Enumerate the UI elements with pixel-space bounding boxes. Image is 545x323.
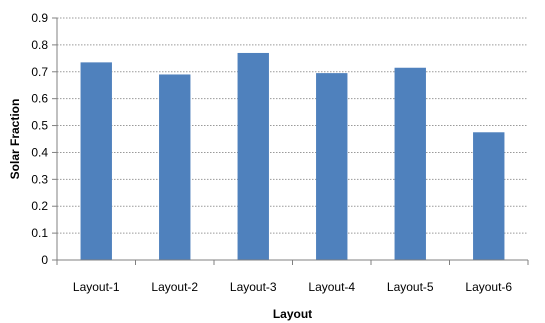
x-tick-label: Layout-6 (465, 280, 512, 294)
y-tick-label: 0.6 (31, 92, 48, 106)
y-tick-label: 0.2 (31, 199, 48, 213)
y-tick-label: 0.3 (31, 172, 48, 186)
y-tick-label: 0 (41, 253, 48, 267)
y-tick-labels: 0 0.1 0.2 0.3 0.4 0.5 0.6 0.7 0.8 0.9 (31, 11, 48, 267)
bar-layout-2 (159, 74, 191, 260)
y-axis-title: Solar Fraction (8, 99, 22, 180)
bar-layout-4 (316, 73, 348, 260)
x-tick-label: Layout-5 (387, 280, 434, 294)
y-tick-label: 0.7 (31, 65, 48, 79)
y-tick-label: 0.9 (31, 11, 48, 25)
y-tick-label: 0.4 (31, 145, 48, 159)
x-tick-label: Layout-3 (230, 280, 277, 294)
bar-layout-3 (237, 52, 269, 261)
x-tick-label: Layout-2 (151, 280, 198, 294)
y-tick-label: 0.8 (31, 38, 48, 52)
gridlines (57, 17, 528, 234)
x-axis-title: Layout (273, 307, 312, 321)
bars (80, 52, 505, 261)
x-tick-label: Layout-4 (308, 280, 355, 294)
bar-layout-1 (80, 62, 112, 260)
bar-layout-5 (394, 67, 426, 260)
x-tick-label: Layout-1 (73, 280, 120, 294)
x-tick-labels: Layout-1 Layout-2 Layout-3 Layout-4 Layout-5… (73, 280, 513, 294)
y-tick-label: 0.5 (31, 119, 48, 133)
bar-layout-6 (473, 132, 505, 260)
y-tick-label: 0.1 (31, 226, 48, 240)
axes (52, 17, 529, 265)
